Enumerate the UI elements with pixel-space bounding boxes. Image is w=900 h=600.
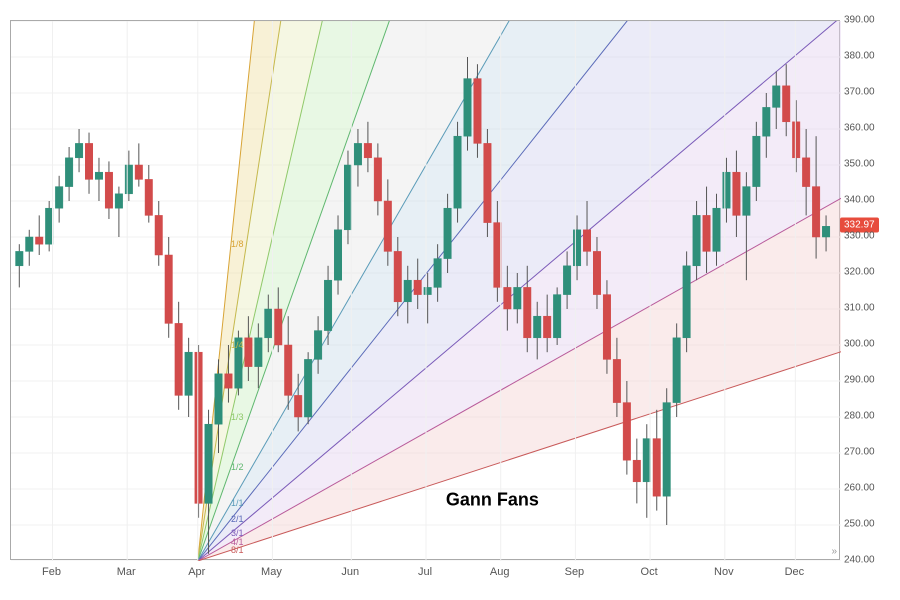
fan-ratio-label: 1/2 xyxy=(231,462,244,472)
x-axis-tick: Feb xyxy=(42,566,61,578)
fan-ratio-label: 8/1 xyxy=(231,545,244,555)
chart-plot-area[interactable]: 1/81/41/31/21/12/13/14/18/1 Gann Fans » xyxy=(10,20,840,560)
y-axis-tick: 380.00 xyxy=(844,51,875,62)
y-axis-tick: 360.00 xyxy=(844,123,875,134)
x-axis-tick: Mar xyxy=(117,566,136,578)
x-axis-tick: Sep xyxy=(565,566,585,578)
chart-svg xyxy=(11,21,841,561)
y-axis-tick: 260.00 xyxy=(844,483,875,494)
y-axis-tick: 330.00 xyxy=(844,231,875,242)
y-axis-tick: 300.00 xyxy=(844,339,875,350)
scroll-right-icon[interactable]: » xyxy=(831,546,837,557)
y-axis-tick: 270.00 xyxy=(844,447,875,458)
x-axis-tick: Oct xyxy=(641,566,658,578)
x-axis-tick: Aug xyxy=(490,566,510,578)
y-axis-tick: 350.00 xyxy=(844,159,875,170)
fan-ratio-label: 1/3 xyxy=(231,412,244,422)
fan-ratio-label: 1/4 xyxy=(231,340,244,350)
x-axis-tick: May xyxy=(261,566,282,578)
x-axis-tick: Dec xyxy=(785,566,805,578)
y-axis-tick: 240.00 xyxy=(844,555,875,566)
x-axis-tick: Jul xyxy=(418,566,432,578)
fan-ratio-label: 2/1 xyxy=(231,514,244,524)
y-axis-tick: 290.00 xyxy=(844,375,875,386)
x-axis: Feb Mar Apr May Jun Jul Aug Sep Oct Nov Dec xyxy=(10,564,840,584)
fan-ratio-label: 1/8 xyxy=(231,239,244,249)
y-axis-tick: 370.00 xyxy=(844,87,875,98)
fan-ratio-label: 1/1 xyxy=(231,498,244,508)
chart-annotation: Gann Fans xyxy=(446,489,539,510)
x-axis-tick: Nov xyxy=(714,566,734,578)
y-axis-tick: 320.00 xyxy=(844,267,875,278)
y-axis: 332.97 240.00250.00260.00270.00280.00290… xyxy=(840,20,890,560)
y-axis-tick: 310.00 xyxy=(844,303,875,314)
y-axis-tick: 340.00 xyxy=(844,195,875,206)
y-axis-tick: 390.00 xyxy=(844,15,875,26)
x-axis-tick: Jun xyxy=(341,566,359,578)
y-axis-tick: 250.00 xyxy=(844,519,875,530)
x-axis-tick: Apr xyxy=(188,566,205,578)
y-axis-tick: 280.00 xyxy=(844,411,875,422)
